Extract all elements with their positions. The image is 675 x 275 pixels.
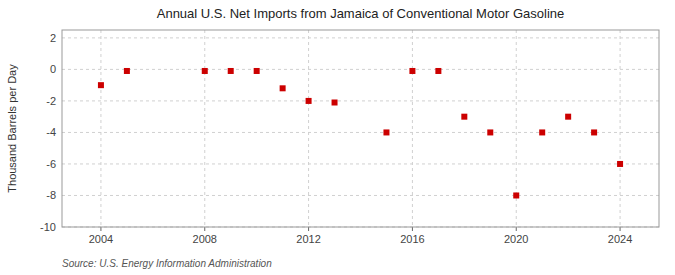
y-tick-label: 2 — [50, 32, 56, 44]
y-grid-line — [62, 163, 659, 164]
point — [332, 99, 338, 105]
y-tick-label: -2 — [46, 95, 56, 107]
grid — [62, 30, 659, 227]
y-axis-label: Thousand Barrels per Day — [6, 64, 18, 193]
point — [591, 129, 597, 135]
x-tick — [308, 227, 309, 231]
x-tick-label: 2004 — [89, 233, 113, 245]
x-tick — [620, 227, 621, 231]
point — [409, 68, 415, 74]
point — [306, 98, 312, 104]
x-grid-line — [100, 30, 101, 227]
x-tick-label: 2016 — [400, 233, 424, 245]
source-note: Source: U.S. Energy Information Administ… — [62, 258, 272, 269]
y-tick-label: -4 — [46, 126, 56, 138]
point — [539, 129, 545, 135]
y-grid-line — [62, 132, 659, 133]
x-grid-line — [412, 30, 413, 227]
chart: Annual U.S. Net Imports from Jamaica of … — [0, 0, 675, 275]
points — [98, 68, 623, 199]
point — [617, 161, 623, 167]
y-grid-line — [62, 195, 659, 196]
y-grid-line — [62, 100, 659, 101]
x-tick — [204, 227, 205, 231]
x-grid-line — [620, 30, 621, 227]
x-tick-label: 2012 — [296, 233, 320, 245]
y-tick-label: -10 — [40, 221, 56, 233]
point — [202, 68, 208, 74]
x-grid-line — [204, 30, 205, 227]
plot-frame — [62, 30, 659, 227]
y-grid-line — [62, 69, 659, 70]
point — [228, 68, 234, 74]
title: Annual U.S. Net Imports from Jamaica of … — [157, 6, 565, 21]
y-grid-line — [62, 37, 659, 38]
point — [254, 68, 260, 74]
point — [435, 68, 441, 74]
x-grid-line — [308, 30, 309, 227]
y-tick-label: 0 — [50, 63, 56, 75]
point — [98, 82, 104, 88]
x-tick — [412, 227, 413, 231]
point — [124, 68, 130, 74]
point — [383, 129, 389, 135]
point — [280, 85, 286, 91]
point — [513, 192, 519, 198]
x-tick — [100, 227, 101, 231]
x-tick-label: 2008 — [193, 233, 217, 245]
x-tick — [516, 227, 517, 231]
x-tick-label: 2024 — [608, 233, 632, 245]
point — [487, 129, 493, 135]
x-tick-label: 2020 — [504, 233, 528, 245]
point — [565, 114, 571, 120]
y-tick-label: -8 — [46, 189, 56, 201]
y-tick-label: -6 — [46, 158, 56, 170]
point — [461, 114, 467, 120]
